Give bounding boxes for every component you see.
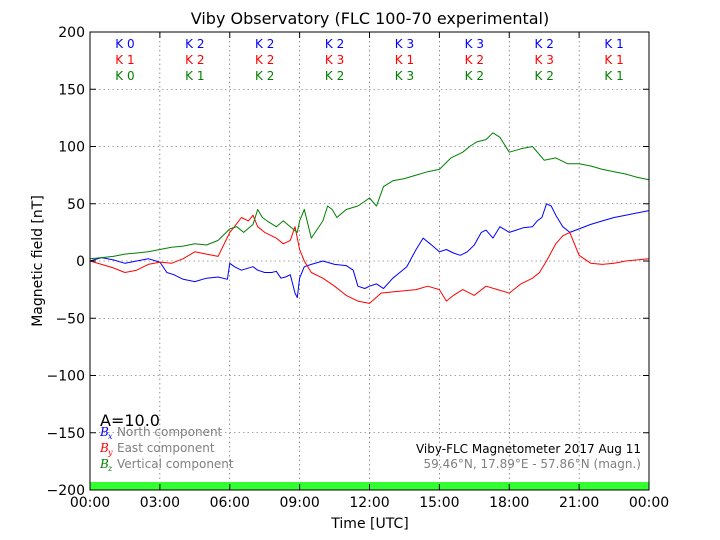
k-index-label: K 2 xyxy=(255,69,274,83)
k-index-label: K 2 xyxy=(535,37,554,51)
k-index-label: K 2 xyxy=(465,69,484,83)
series-line-x xyxy=(89,203,650,299)
legend-entry: Vertical component xyxy=(117,457,234,471)
y-tick-label: 100 xyxy=(58,140,85,156)
y-tick-label: −150 xyxy=(47,426,85,442)
k-index-label: K 2 xyxy=(535,69,554,83)
x-tick-label: 06:00 xyxy=(210,495,250,511)
k-index-label: K 2 xyxy=(465,53,484,67)
y-tick-label: 50 xyxy=(67,197,85,213)
y-axis-label: Magnetic field [nT] xyxy=(30,195,46,327)
legend-symbol: B xyxy=(99,457,109,471)
legend-symbol: B xyxy=(99,441,109,455)
y-tick-label: 150 xyxy=(58,82,85,98)
legend-subscript: z xyxy=(107,464,113,473)
legend-subscript: x xyxy=(108,432,113,441)
k-index-label: K 2 xyxy=(255,53,274,67)
k-index-label: K 1 xyxy=(604,69,623,83)
x-tick-label: 00:00 xyxy=(629,495,669,511)
k-index-label: K 2 xyxy=(325,69,344,83)
legend-symbol: B xyxy=(99,425,109,439)
location-info: 59.46°N, 17.89°E - 57.86°N (magn.) xyxy=(424,457,641,471)
x-tick-label: 21:00 xyxy=(559,495,599,511)
grid-lines xyxy=(90,32,649,490)
x-axis-label: Time [UTC] xyxy=(330,516,408,532)
k-index-label: K 1 xyxy=(604,37,623,51)
x-tick-label: 03:00 xyxy=(140,495,180,511)
k-index-label: K 1 xyxy=(185,69,204,83)
y-tick-label: −50 xyxy=(55,311,85,327)
k-index-label: K 1 xyxy=(395,53,414,67)
axis-ticks xyxy=(89,31,650,491)
y-tick-label: −100 xyxy=(47,369,85,385)
chart-title: Viby Observatory (FLC 100-70 experimenta… xyxy=(191,9,550,28)
k-index-label: K 2 xyxy=(325,37,344,51)
k-index-label: K 0 xyxy=(115,69,134,83)
k-index-label: K 3 xyxy=(535,53,554,67)
x-tick-label: 12:00 xyxy=(349,495,389,511)
y-tick-label: 0 xyxy=(76,254,85,270)
x-tick-label: 15:00 xyxy=(419,495,459,511)
legend-entry: East component xyxy=(117,441,215,455)
x-tick-label: 09:00 xyxy=(279,495,319,511)
y-tick-label: −200 xyxy=(47,483,85,499)
series-lines xyxy=(89,132,650,304)
k-index-label: K 3 xyxy=(395,69,414,83)
y-tick-labels: −200 −150 −100 −50 0 50 100 150 200 xyxy=(47,25,85,499)
k-index-label: K 1 xyxy=(115,53,134,67)
instrument-info: Viby-FLC Magnetometer 2017 Aug 11 xyxy=(416,442,641,456)
k-index-label: K 3 xyxy=(325,53,344,67)
x-tick-label: 00:00 xyxy=(70,495,110,511)
series-line-z xyxy=(89,132,650,260)
y-tick-label: 200 xyxy=(58,25,85,41)
legend-entry: North component xyxy=(117,425,223,439)
k-index-label: K 0 xyxy=(115,37,134,51)
k-index-label: K 3 xyxy=(465,37,484,51)
activity-index-label: A=10.0 xyxy=(100,411,160,430)
x-tick-labels: 00:00 03:00 06:00 09:00 12:00 15:00 18:00 21:00… xyxy=(70,495,669,511)
k-index-label: K 2 xyxy=(185,37,204,51)
series-line-y xyxy=(89,214,650,304)
k-index-label: K 1 xyxy=(604,53,623,67)
k-index-label: K 2 xyxy=(255,37,274,51)
k-index-table: K 0 K 2 K 2 K 2 K 3 K 3 K 2 K 1 K 1 K 2 K 2 K 3 K 1 K… xyxy=(115,37,623,83)
k-index-label: K 3 xyxy=(395,37,414,51)
legend-subscript: y xyxy=(107,448,113,457)
x-tick-label: 18:00 xyxy=(489,495,529,511)
k-index-label: K 2 xyxy=(185,53,204,67)
